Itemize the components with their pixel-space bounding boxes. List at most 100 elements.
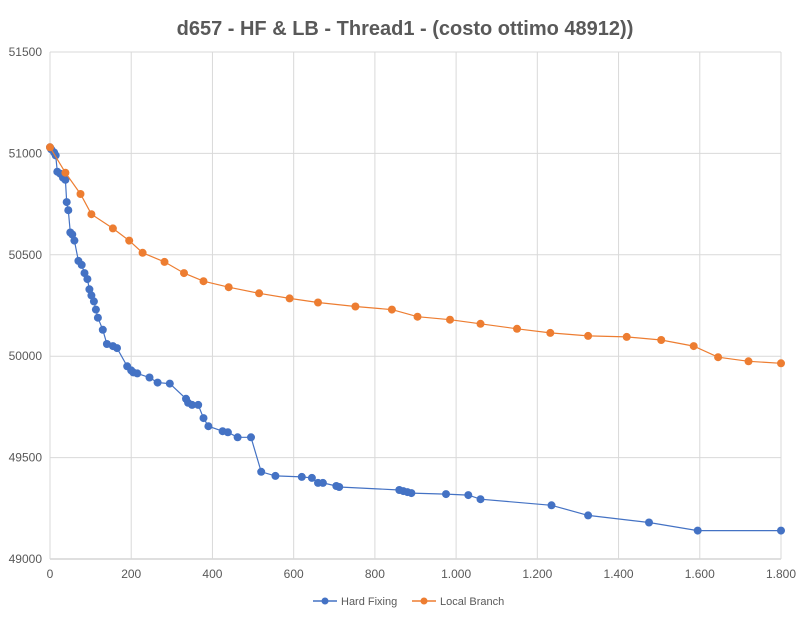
data-point-local-branch <box>744 357 753 366</box>
data-point-hard-fixing <box>61 175 70 184</box>
y-axis-ticks: 49000 49500 50000 50500 51000 51500 <box>9 45 43 566</box>
data-point-hard-fixing <box>85 285 94 294</box>
data-point-hard-fixing <box>62 198 71 207</box>
data-point-hard-fixing <box>584 511 593 520</box>
x-tick-label: 0 <box>47 567 54 581</box>
data-point-local-branch <box>61 168 70 177</box>
data-point-hard-fixing <box>133 369 142 378</box>
data-point-local-branch <box>413 312 422 321</box>
x-tick-label: 600 <box>284 567 304 581</box>
data-point-hard-fixing <box>693 526 702 535</box>
data-point-local-branch <box>689 342 698 351</box>
legend: Hard Fixing Local Branch <box>313 596 504 608</box>
y-tick-label: 49500 <box>9 451 43 465</box>
data-point-hard-fixing <box>297 472 306 481</box>
data-point-hard-fixing <box>476 495 485 504</box>
data-point-local-branch <box>255 289 264 298</box>
x-tick-label: 800 <box>365 567 385 581</box>
series-layer <box>46 143 785 535</box>
data-point-local-branch <box>387 305 396 314</box>
data-point-local-branch <box>199 277 208 286</box>
data-point-local-branch <box>87 210 96 219</box>
data-point-hard-fixing <box>188 400 197 409</box>
data-point-hard-fixing <box>233 433 242 442</box>
data-point-local-branch <box>224 283 233 292</box>
data-point-hard-fixing <box>194 400 203 409</box>
data-point-hard-fixing <box>89 297 98 306</box>
x-tick-label: 1.200 <box>522 567 552 581</box>
data-point-hard-fixing <box>257 467 266 476</box>
x-tick-label: 1.600 <box>685 567 715 581</box>
data-point-hard-fixing <box>87 291 96 300</box>
data-point-hard-fixing <box>77 260 86 269</box>
series-local-branch <box>46 143 785 368</box>
data-point-local-branch <box>76 190 85 198</box>
data-point-hard-fixing <box>64 206 73 215</box>
data-point-local-branch <box>657 336 666 344</box>
x-tick-label: 400 <box>202 567 222 581</box>
data-point-local-branch <box>546 328 555 337</box>
data-point-hard-fixing <box>83 275 92 284</box>
data-point-hard-fixing <box>645 518 653 527</box>
legend-marker-hard-fixing <box>321 597 329 605</box>
data-point-hard-fixing <box>204 422 213 431</box>
data-point-local-branch <box>351 302 360 311</box>
data-point-hard-fixing <box>777 526 785 535</box>
legend-marker-local-branch <box>420 597 428 605</box>
data-point-local-branch <box>138 248 147 257</box>
data-point-local-branch <box>180 269 188 278</box>
series-line-local-branch <box>49 146 782 364</box>
data-point-hard-fixing <box>93 313 102 322</box>
y-tick-label: 50000 <box>9 349 43 363</box>
legend-label-local-branch: Local Branch <box>440 596 504 608</box>
data-point-hard-fixing <box>442 490 450 499</box>
data-point-local-branch <box>714 353 723 362</box>
data-point-hard-fixing <box>247 433 255 442</box>
data-point-hard-fixing <box>464 491 473 500</box>
x-tick-label: 1.400 <box>604 567 634 581</box>
data-point-hard-fixing <box>407 489 416 498</box>
y-tick-label: 49000 <box>9 552 43 566</box>
data-point-hard-fixing <box>98 325 107 334</box>
gridlines <box>49 51 782 560</box>
data-point-local-branch <box>446 315 454 324</box>
data-point-local-branch <box>622 332 631 341</box>
legend-label-hard-fixing: Hard Fixing <box>341 596 397 608</box>
data-point-local-branch <box>285 294 294 303</box>
chart-title: d657 - HF & LB - Thread1 - (costo ottimo… <box>177 18 634 40</box>
data-point-hard-fixing <box>165 379 174 388</box>
data-point-hard-fixing <box>271 471 280 480</box>
data-point-local-branch <box>125 236 134 245</box>
data-point-hard-fixing <box>145 373 154 382</box>
data-point-local-branch <box>584 331 593 340</box>
data-point-hard-fixing <box>113 344 121 353</box>
legend-item-hard-fixing: Hard Fixing <box>313 596 397 608</box>
x-axis-ticks: 0 200 400 600 800 1.000 1.200 1.400 1.600 1.800 <box>47 567 797 581</box>
data-point-hard-fixing <box>70 236 79 245</box>
data-point-hard-fixing <box>199 414 208 423</box>
data-point-hard-fixing <box>307 473 316 482</box>
data-point-hard-fixing <box>102 340 111 348</box>
data-point-hard-fixing <box>68 230 77 239</box>
x-tick-label: 200 <box>121 567 141 581</box>
legend-item-local-branch: Local Branch <box>412 596 504 608</box>
y-tick-label: 51500 <box>9 45 43 59</box>
data-point-hard-fixing <box>335 483 344 491</box>
data-point-local-branch <box>476 319 485 328</box>
y-tick-label: 50500 <box>9 248 43 262</box>
y-tick-label: 51000 <box>9 146 43 160</box>
data-point-local-branch <box>513 324 521 333</box>
data-point-hard-fixing <box>153 378 162 387</box>
x-tick-label: 1.000 <box>441 567 471 581</box>
data-point-local-branch <box>108 224 117 233</box>
data-point-hard-fixing <box>223 428 232 437</box>
data-point-local-branch <box>777 359 785 368</box>
data-point-local-branch <box>160 257 169 266</box>
data-point-local-branch <box>46 143 54 152</box>
data-point-hard-fixing <box>318 478 327 487</box>
data-point-local-branch <box>314 298 322 307</box>
data-point-hard-fixing <box>547 501 556 510</box>
series-line-hard-fixing <box>49 146 781 532</box>
data-point-hard-fixing <box>91 305 100 314</box>
